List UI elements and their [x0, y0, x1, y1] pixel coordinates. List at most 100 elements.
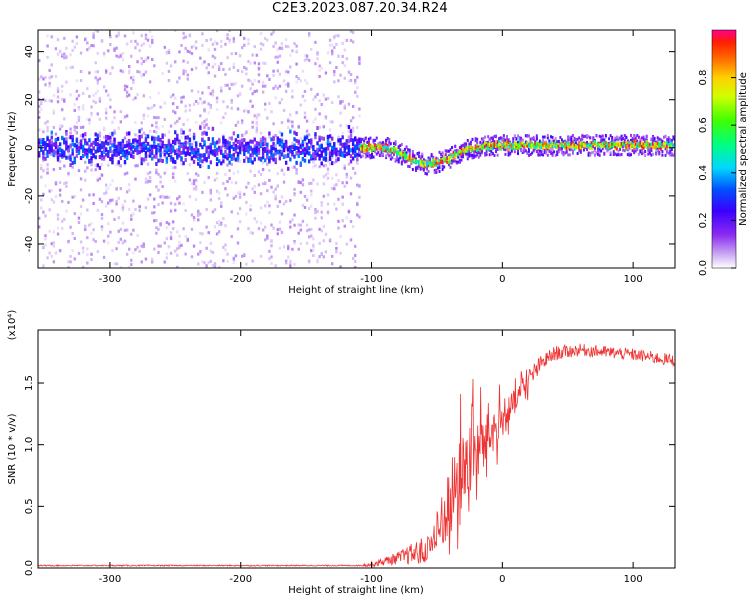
heatmap-cell: [411, 150, 414, 154]
heatmap-cell: [171, 148, 175, 153]
heatmap-cell: [92, 140, 95, 145]
heatmap-cell: [113, 217, 116, 221]
heatmap-cell: [326, 97, 330, 101]
heatmap-cell: [623, 134, 626, 138]
heatmap-cell: [115, 149, 118, 154]
heatmap-cell: [658, 150, 661, 154]
heatmap-cell: [184, 235, 187, 239]
heatmap-cell: [622, 141, 625, 145]
heatmap-cell: [264, 102, 267, 106]
heatmap-cell: [182, 202, 185, 206]
heatmap-cell: [257, 227, 261, 231]
x-tick-label: -200: [229, 574, 252, 585]
heatmap-cell: [358, 56, 361, 60]
heatmap-cell: [140, 134, 143, 139]
heatmap-cell: [449, 148, 452, 152]
heatmap-cell: [513, 141, 516, 145]
heatmap-cell: [622, 137, 625, 141]
heatmap-cell: [408, 158, 411, 162]
heatmap-cell: [107, 149, 110, 154]
heatmap-cell: [201, 260, 204, 264]
heatmap-cell: [363, 138, 366, 142]
heatmap-cell: [592, 137, 595, 141]
heatmap-cell: [392, 146, 395, 150]
heatmap-cell: [567, 147, 570, 151]
heatmap-cell: [169, 153, 173, 157]
heatmap-cell: [471, 137, 474, 141]
heatmap-cell: [570, 147, 573, 151]
heatmap-cell: [123, 149, 127, 154]
heatmap-cell: [289, 147, 292, 152]
heatmap-cell: [77, 150, 81, 155]
heatmap-cell: [71, 138, 74, 143]
heatmap-cell: [142, 116, 146, 120]
heatmap-cell: [169, 251, 173, 255]
heatmap-cell: [460, 155, 463, 159]
heatmap-cell: [460, 144, 463, 148]
heatmap-cell: [347, 162, 351, 166]
heatmap-cell: [299, 79, 303, 83]
heatmap-cell: [144, 37, 148, 41]
heatmap-cell: [658, 137, 661, 141]
heatmap-cell: [184, 145, 187, 150]
heatmap-cell: [372, 155, 375, 159]
heatmap-cell: [117, 126, 120, 130]
heatmap-cell: [575, 144, 578, 148]
heatmap-cell: [444, 149, 447, 153]
heatmap-cell: [615, 137, 618, 141]
heatmap-cell: [109, 105, 112, 109]
heatmap-cell: [261, 90, 265, 94]
heatmap-cell: [217, 230, 221, 234]
heatmap-cell: [197, 101, 200, 105]
heatmap-cell: [443, 165, 446, 169]
heatmap-cell: [138, 249, 141, 253]
heatmap-cell: [354, 146, 357, 151]
heatmap-cell: [247, 110, 250, 114]
heatmap-cell: [468, 154, 471, 158]
heatmap-cell: [220, 39, 223, 43]
heatmap-cell: [226, 83, 229, 87]
heatmap-cell: [132, 31, 135, 35]
heatmap-cell: [100, 225, 104, 229]
heatmap-cell: [307, 228, 311, 232]
heatmap-cell: [144, 177, 148, 181]
heatmap-cell: [207, 176, 210, 180]
heatmap-cell: [140, 43, 143, 47]
heatmap-cell: [58, 147, 62, 152]
heatmap-cell: [424, 161, 427, 165]
heatmap-cell: [280, 42, 284, 46]
heatmap-cell: [96, 81, 99, 85]
heatmap-cell: [318, 156, 321, 161]
heatmap-cell: [199, 125, 202, 130]
heatmap-cell: [69, 254, 72, 258]
heatmap-cell: [270, 244, 273, 248]
heatmap-cell: [151, 151, 154, 156]
heatmap-cell: [205, 225, 208, 229]
heatmap-cell: [92, 153, 95, 158]
heatmap-cell: [496, 147, 499, 151]
heatmap-cell: [639, 137, 642, 141]
heatmap-cell: [349, 129, 353, 134]
heatmap-cell: [171, 166, 175, 170]
heatmap-cell: [274, 148, 277, 153]
heatmap-cell: [136, 42, 139, 46]
heatmap-cell: [40, 206, 43, 210]
heatmap-cell: [545, 142, 548, 146]
heatmap-cell: [407, 148, 410, 152]
x-tick-label: 100: [624, 574, 643, 585]
heatmap-cell: [581, 145, 584, 149]
heatmap-cell: [264, 204, 267, 208]
heatmap-cell: [284, 83, 288, 87]
heatmap-cell: [586, 134, 589, 138]
heatmap-cell: [291, 149, 294, 154]
heatmap-cell: [488, 137, 491, 141]
heatmap-cell: [213, 40, 217, 44]
heatmap-cell: [230, 136, 233, 141]
heatmap-cell: [502, 143, 505, 147]
heatmap-cell: [303, 89, 307, 93]
heatmap-cell: [504, 152, 507, 156]
heatmap-cell: [144, 257, 148, 261]
heatmap-cell: [293, 165, 296, 169]
heatmap-cell: [79, 204, 83, 208]
heatmap-cell: [656, 149, 659, 153]
